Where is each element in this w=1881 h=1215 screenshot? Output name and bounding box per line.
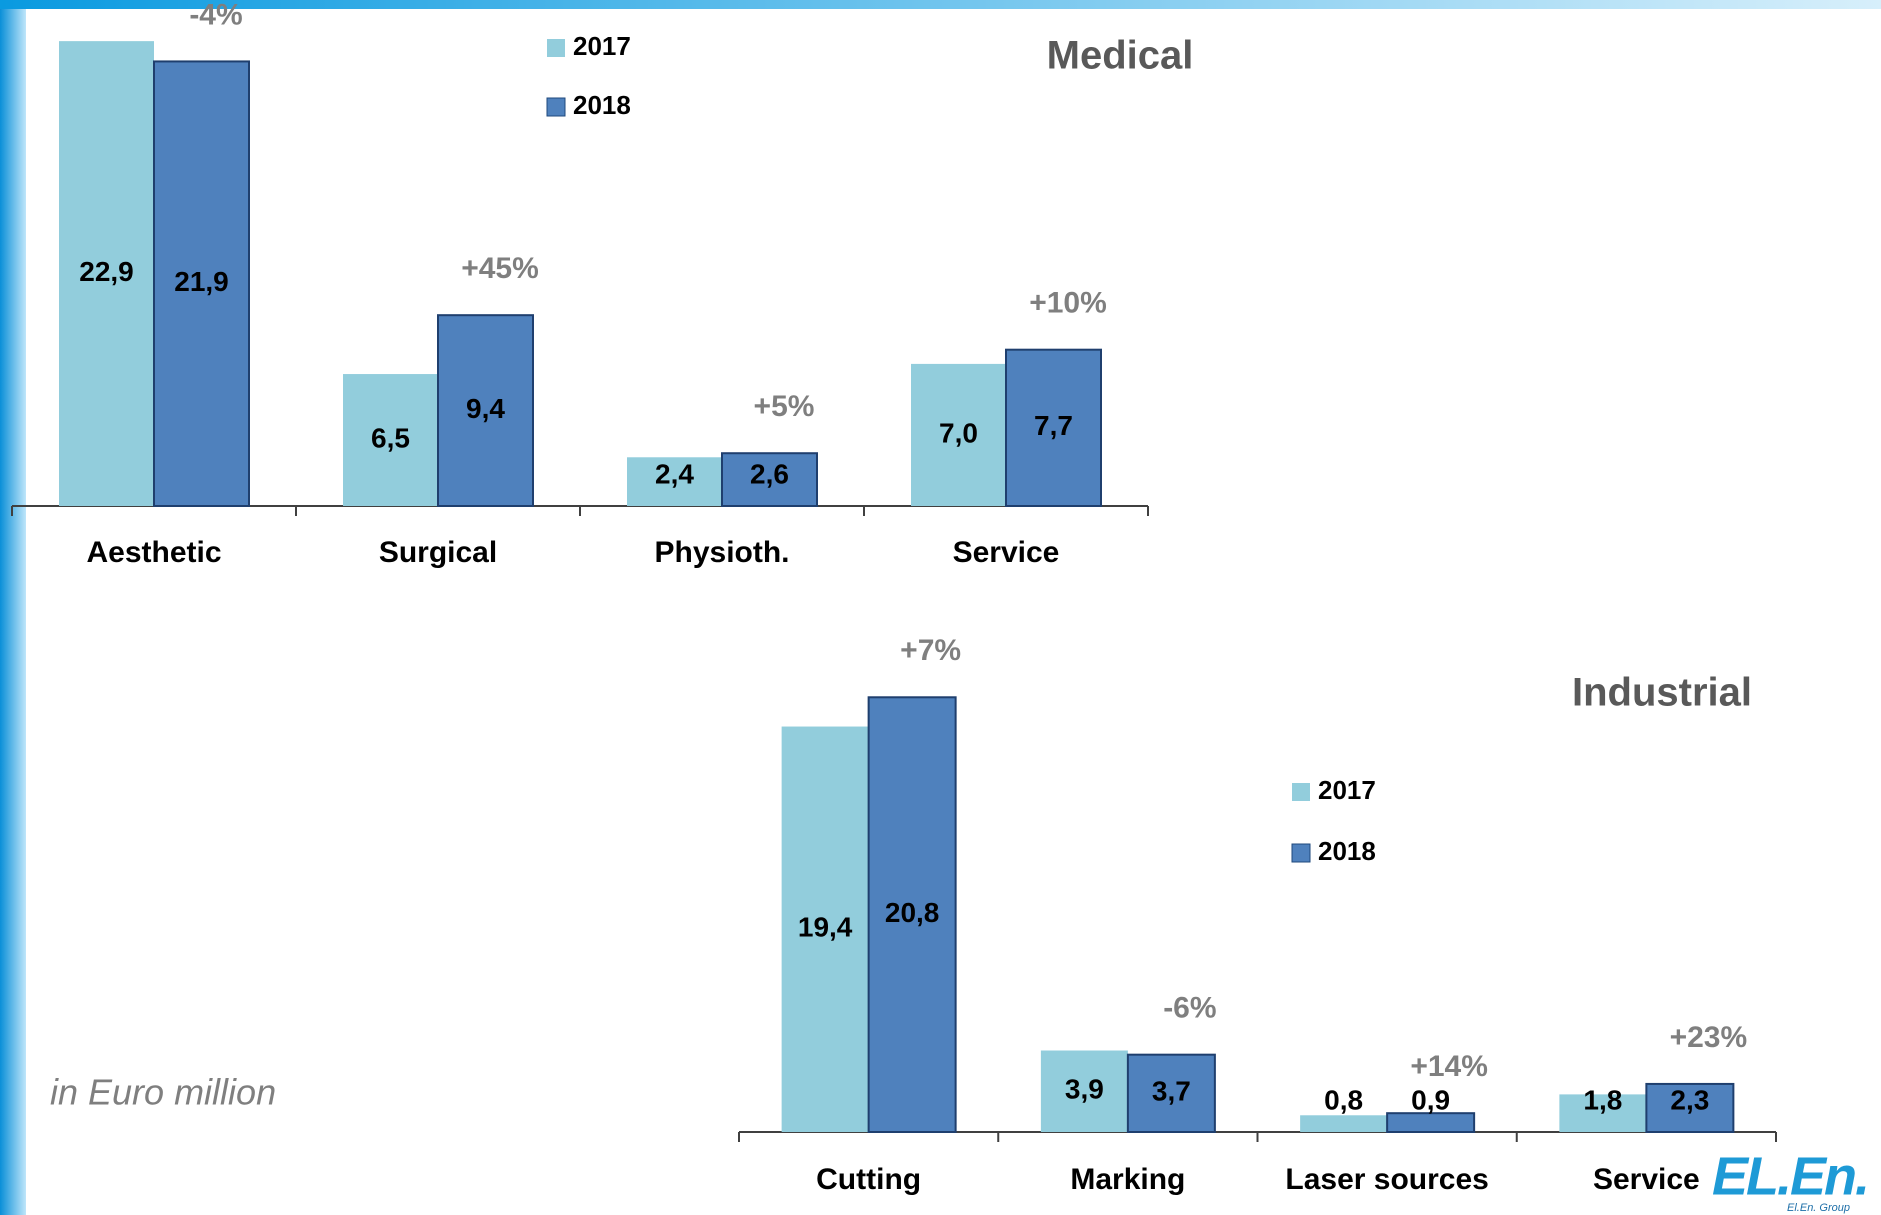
x-tick-label: Marking [1070,1163,1185,1196]
bar [1386,1112,1476,1133]
data-label: 0,8 [1324,1084,1363,1115]
x-tick-label: Surgical [379,536,497,569]
legend-label: 2018 [573,90,631,120]
bar [59,41,154,506]
data-label: 20,8 [885,897,940,928]
data-label: 2,4 [655,458,694,489]
unit-note: in Euro million [50,1072,276,1113]
x-tick-label: Cutting [816,1163,921,1196]
bar [343,374,438,506]
change-label: +10% [1029,287,1107,320]
chart-title: Medical [1047,34,1194,78]
x-tick-label: Aesthetic [86,536,221,569]
legend-swatch [1292,783,1310,801]
bar [911,363,1006,506]
data-label: 2,3 [1670,1084,1709,1115]
logo-caption: El.En. Group [1787,1202,1850,1214]
change-label: +45% [461,252,539,285]
data-label: 2,6 [750,458,789,489]
data-label: 3,7 [1152,1076,1191,1107]
legend-label: 2018 [1318,836,1376,866]
change-label: -4% [189,0,242,31]
data-label: 0,9 [1411,1084,1450,1115]
legend-swatch [1291,843,1311,863]
bar [1300,1115,1388,1132]
bar [1645,1082,1735,1134]
x-tick-label: Service [1593,1163,1700,1196]
data-label: 7,7 [1034,410,1073,441]
bar [627,457,722,506]
chart-title: Industrial [1572,671,1752,715]
data-label: 19,4 [798,912,853,943]
logo: EL.En. [1712,1146,1868,1206]
x-tick-label: Service [953,536,1060,569]
change-label: +14% [1410,1050,1488,1083]
bar [153,60,250,508]
legend-label: 2017 [1318,775,1376,805]
bar [721,452,818,507]
bar [437,314,534,507]
change-label: +7% [900,634,961,667]
bar [1040,1050,1128,1132]
x-tick-label: Laser sources [1285,1163,1488,1196]
legend-swatch [546,97,566,117]
bar [867,696,957,1134]
data-label: 21,9 [174,266,229,297]
side-band [0,0,26,1215]
change-label: +23% [1670,1021,1748,1054]
bar [781,726,869,1132]
data-label: 6,5 [371,422,410,453]
data-label: 3,9 [1065,1074,1104,1105]
bar [1126,1053,1216,1134]
change-label: -6% [1163,992,1216,1025]
bar [1005,348,1102,507]
top-band [0,0,1881,9]
data-label: 9,4 [466,393,505,424]
legend-label: 2017 [573,31,631,61]
legend-swatch [547,39,565,57]
data-label: 22,9 [79,256,134,287]
data-label: 7,0 [939,417,978,448]
x-tick-label: Physioth. [654,536,789,569]
change-label: +5% [754,390,815,423]
bar [1559,1094,1647,1132]
data-label: 1,8 [1583,1084,1622,1115]
